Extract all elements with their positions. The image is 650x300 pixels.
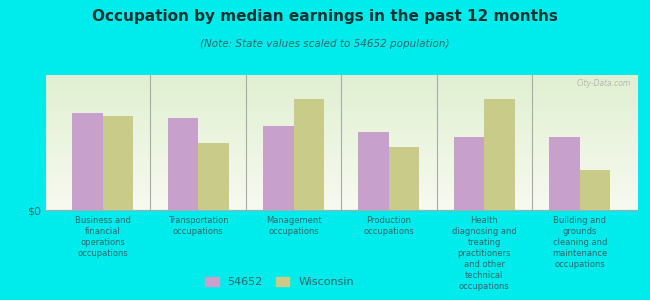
Legend: 54652, Wisconsin: 54652, Wisconsin bbox=[201, 272, 358, 291]
Bar bbox=[198, 142, 229, 210]
Bar bbox=[454, 137, 484, 210]
Bar bbox=[484, 99, 515, 210]
Bar bbox=[389, 147, 419, 210]
Bar bbox=[294, 99, 324, 210]
Bar bbox=[549, 137, 580, 210]
Bar bbox=[103, 116, 133, 210]
Bar bbox=[263, 126, 294, 210]
Bar bbox=[580, 169, 610, 210]
Text: (Note: State values scaled to 54652 population): (Note: State values scaled to 54652 popu… bbox=[200, 39, 450, 49]
Bar bbox=[358, 132, 389, 210]
Text: City-Data.com: City-Data.com bbox=[577, 79, 631, 88]
Bar bbox=[72, 113, 103, 210]
Text: Occupation by median earnings in the past 12 months: Occupation by median earnings in the pas… bbox=[92, 9, 558, 24]
Bar bbox=[168, 118, 198, 210]
